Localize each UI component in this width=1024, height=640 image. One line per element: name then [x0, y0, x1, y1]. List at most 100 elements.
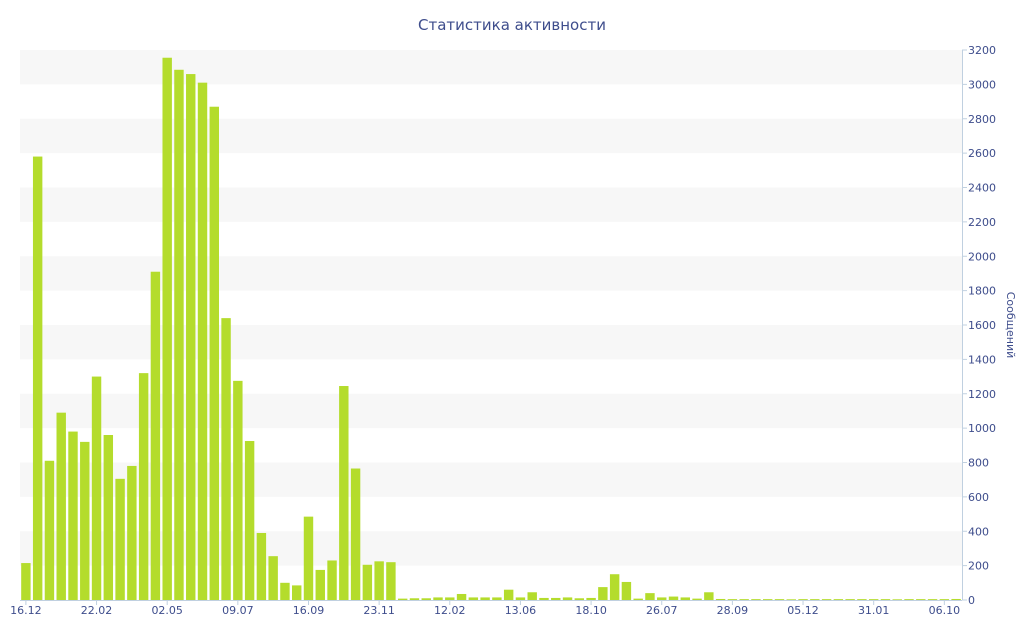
- bar: [409, 598, 420, 600]
- bar: [692, 598, 702, 601]
- bar: [397, 598, 408, 601]
- x-tick-label: 02.05: [151, 604, 183, 617]
- bar: [44, 460, 55, 600]
- bar: [103, 435, 114, 600]
- bar: [209, 106, 219, 600]
- bar: [362, 564, 373, 600]
- plot-band: [20, 50, 962, 85]
- bar: [621, 581, 632, 600]
- y-tick-label: 2600: [968, 147, 996, 160]
- y-tick-label: 3000: [968, 78, 996, 91]
- bar: [80, 441, 90, 601]
- bar: [798, 599, 808, 600]
- y-tick-label: 2400: [968, 182, 996, 195]
- bar: [786, 599, 796, 600]
- y-tick-label: 1400: [968, 353, 996, 366]
- bar: [280, 582, 290, 600]
- bar: [633, 598, 643, 601]
- x-tick-label: 28.09: [717, 604, 749, 617]
- x-tick-label: 23.11: [363, 604, 395, 617]
- bar: [868, 599, 879, 600]
- bar: [951, 598, 961, 600]
- bar: [56, 412, 66, 600]
- y-tick-label: 3200: [968, 44, 996, 57]
- bar: [456, 593, 467, 600]
- bar: [433, 597, 443, 600]
- y-tick-label: 1200: [968, 388, 996, 401]
- bar: [727, 599, 738, 600]
- bar: [91, 376, 102, 600]
- bar: [821, 599, 832, 600]
- bar: [904, 599, 914, 600]
- bar: [503, 589, 514, 600]
- bar: [374, 561, 384, 600]
- bar: [739, 599, 749, 600]
- bar: [845, 599, 855, 600]
- bar: [292, 585, 302, 600]
- bar: [468, 597, 479, 600]
- bar: [715, 598, 726, 600]
- bar: [680, 597, 690, 600]
- bar: [916, 599, 926, 600]
- bar: [751, 599, 761, 600]
- x-axis: 16.12 22.02 02.05 09.07 16.09 23.11 12.02 13.06…: [10, 600, 962, 617]
- y-axis: 0 200 400 600 800 1000 1200 1400 1600 1800 2000 220…: [962, 44, 996, 607]
- bar: [515, 597, 526, 600]
- bar: [704, 592, 714, 600]
- plot-band: [20, 256, 962, 291]
- plot-band: [20, 187, 962, 222]
- bar: [562, 597, 573, 600]
- bar: [233, 380, 243, 600]
- bar: [445, 597, 455, 600]
- x-tick-label: 31.01: [858, 604, 890, 617]
- plot-band: [20, 531, 962, 566]
- y-tick-label: 200: [968, 560, 989, 573]
- bar: [350, 468, 361, 600]
- bar: [763, 599, 773, 600]
- y-tick-label: 2800: [968, 113, 996, 126]
- y-tick-label: 1800: [968, 285, 996, 298]
- bar: [327, 560, 337, 600]
- bar: [527, 592, 537, 600]
- bar: [68, 431, 78, 600]
- bar: [609, 574, 620, 600]
- x-tick-label: 05.12: [787, 604, 819, 617]
- bar-series: [21, 57, 961, 601]
- x-tick-label: 16.12: [10, 604, 42, 617]
- bar: [480, 597, 490, 600]
- x-tick-label: 13.06: [505, 604, 537, 617]
- bar: [492, 597, 502, 600]
- bar: [774, 599, 785, 600]
- bar: [150, 271, 161, 600]
- bar: [892, 599, 902, 600]
- plot-band: [20, 325, 962, 360]
- bar: [539, 597, 549, 600]
- bar: [221, 318, 231, 601]
- y-tick-label: 2200: [968, 216, 996, 229]
- y-tick-label: 800: [968, 457, 989, 470]
- y-tick-label: 600: [968, 491, 989, 504]
- bar: [127, 465, 137, 600]
- bar: [927, 599, 938, 600]
- bar: [315, 569, 325, 600]
- y-tick-label: 0: [968, 594, 975, 607]
- y-tick-label: 1000: [968, 422, 996, 435]
- bar: [339, 386, 349, 600]
- bar: [197, 82, 208, 600]
- bar: [421, 598, 431, 600]
- bar: [268, 556, 278, 600]
- bar: [115, 478, 125, 600]
- bar: [186, 74, 196, 600]
- bar: [668, 596, 679, 600]
- bar: [657, 597, 667, 600]
- bar: [32, 156, 43, 600]
- bar: [162, 57, 172, 601]
- x-tick-label: 09.07: [222, 604, 254, 617]
- x-tick-label: 22.02: [81, 604, 113, 617]
- bar: [138, 373, 149, 601]
- bar: [810, 599, 820, 600]
- bar: [551, 597, 561, 600]
- plot-bands: [20, 50, 962, 566]
- y-tick-label: 1600: [968, 319, 996, 332]
